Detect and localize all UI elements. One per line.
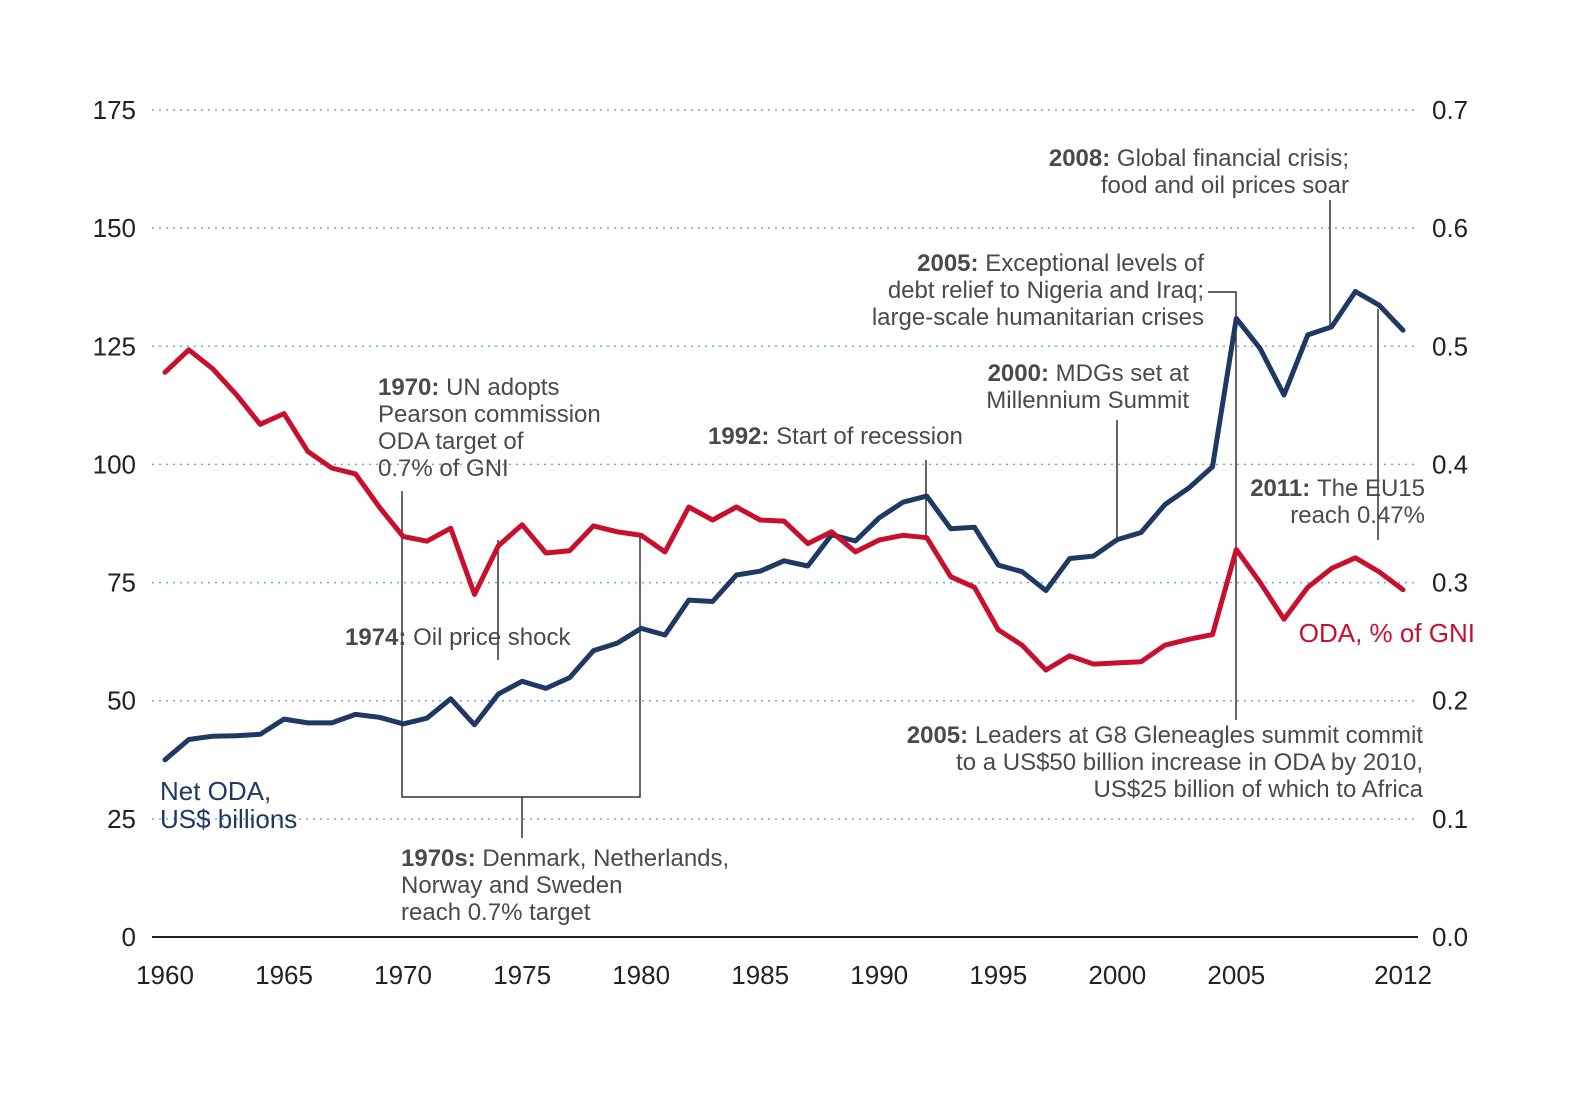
axis-ticks: 0 0.0 25 0.1 50 0.2 75 0.3 100 0.4 125 0.5 150 0.6 175… <box>93 95 1469 990</box>
annotation-text: 2011: The EU15 <box>1250 475 1425 502</box>
x-tick-label: 1970 <box>374 960 432 990</box>
annotation-line: Start of recession <box>776 423 963 450</box>
annotation-text: Millennium Summit <box>986 387 1189 414</box>
x-tick-label: 1965 <box>255 960 313 990</box>
data-series <box>162 289 1406 763</box>
annotation-text: 2000: MDGs set at <box>988 360 1190 387</box>
annotation-line: UN adopts <box>446 374 559 401</box>
y-left-tick-label: 125 <box>93 331 136 361</box>
annotation-leader-line <box>401 491 641 798</box>
y-right-tick-label: 0.6 <box>1432 213 1468 243</box>
y-left-tick-label: 0 <box>122 922 136 952</box>
annotation-text: 2008: Global financial crisis; <box>1049 145 1349 172</box>
x-tick-label: 2000 <box>1088 960 1146 990</box>
annotation-text: US$25 billion of which to Africa <box>1093 776 1423 803</box>
net-oda-series-label: Net ODA, <box>160 776 271 806</box>
y-left-tick-label: 100 <box>93 449 136 479</box>
annotation-line: Leaders at G8 Gleneagles summit commit <box>975 722 1424 749</box>
annotation-text: debt relief to Nigeria and Iraq; <box>888 277 1204 304</box>
annotation-text: 1974: Oil price shock <box>345 624 571 651</box>
annotation-text: Pearson commission <box>378 401 601 428</box>
net-oda-series-label: US$ billions <box>160 804 297 834</box>
x-tick-label: 2005 <box>1207 960 1265 990</box>
y-left-tick-label: 150 <box>93 213 136 243</box>
annotation-text: reach 0.47% <box>1290 502 1425 529</box>
annotation-text: 2005: Leaders at G8 Gleneagles summit co… <box>907 722 1424 749</box>
annotation-text: large-scale humanitarian crises <box>872 304 1204 331</box>
annotation-leaders <box>401 200 1379 838</box>
annotation-year: 1970: <box>378 374 446 401</box>
net-oda-line <box>162 289 1406 763</box>
x-tick-label: 2012 <box>1374 960 1432 990</box>
annotation-text: 1992: Start of recession <box>708 423 963 450</box>
annotation-year: 1970s: <box>401 845 482 872</box>
annotation-line: Oil price shock <box>413 624 571 651</box>
annotation-text: 0.7% of GNI <box>378 455 509 482</box>
oda-gni-series-label: ODA, % of GNI <box>1299 618 1475 648</box>
annotation-year: 2000: <box>988 360 1056 387</box>
oda-gni-line <box>162 347 1406 673</box>
y-left-tick-label: 175 <box>93 95 136 125</box>
annotation-year: 1992: <box>708 423 776 450</box>
annotation-text: 2005: Exceptional levels of <box>917 250 1204 277</box>
y-left-tick-label: 75 <box>107 568 136 598</box>
annotation-text: to a US$50 billion increase in ODA by 20… <box>956 749 1423 776</box>
x-tick-label: 1985 <box>731 960 789 990</box>
x-tick-label: 1960 <box>136 960 194 990</box>
annotation-year: 2008: <box>1049 145 1117 172</box>
annotation-line: The EU15 <box>1317 475 1425 502</box>
annotation-text: ODA target of <box>378 428 524 455</box>
x-tick-label: 1995 <box>969 960 1027 990</box>
annotation-year: 2011: <box>1250 475 1317 502</box>
annotation-line: Global financial crisis; <box>1117 145 1349 172</box>
y-right-tick-label: 0.7 <box>1432 95 1468 125</box>
y-right-tick-label: 0.4 <box>1432 449 1468 479</box>
y-right-tick-label: 0.0 <box>1432 922 1468 952</box>
annotation-line: Exceptional levels of <box>985 250 1204 277</box>
annotation-line: Denmark, Netherlands, <box>482 845 729 872</box>
annotation-year: 2005: <box>917 250 985 277</box>
annotation-year: 2005: <box>907 722 975 749</box>
y-right-tick-label: 0.5 <box>1432 331 1468 361</box>
annotation-line: MDGs set at <box>1056 360 1190 387</box>
annotation-text: food and oil prices soar <box>1101 172 1349 199</box>
y-right-tick-label: 0.3 <box>1432 568 1468 598</box>
series-labels: Net ODA,US$ billions ODA, % of GNI <box>160 618 1475 834</box>
x-tick-label: 1975 <box>493 960 551 990</box>
gridlines <box>152 109 1418 938</box>
y-left-tick-label: 50 <box>107 686 136 716</box>
y-right-tick-label: 0.2 <box>1432 686 1468 716</box>
annotation-text: Norway and Sweden <box>401 872 622 899</box>
annotation-text: 1970: UN adopts <box>378 374 559 401</box>
annotation-year: 1974: <box>345 624 413 651</box>
annotation-text: reach 0.7% target <box>401 899 591 926</box>
x-tick-label: 1990 <box>850 960 908 990</box>
annotation-text: 1970s: Denmark, Netherlands, <box>401 845 729 872</box>
x-tick-label: 1980 <box>612 960 670 990</box>
y-left-tick-label: 25 <box>107 804 136 834</box>
annotation-leader-line <box>1208 291 1237 720</box>
y-right-tick-label: 0.1 <box>1432 804 1468 834</box>
